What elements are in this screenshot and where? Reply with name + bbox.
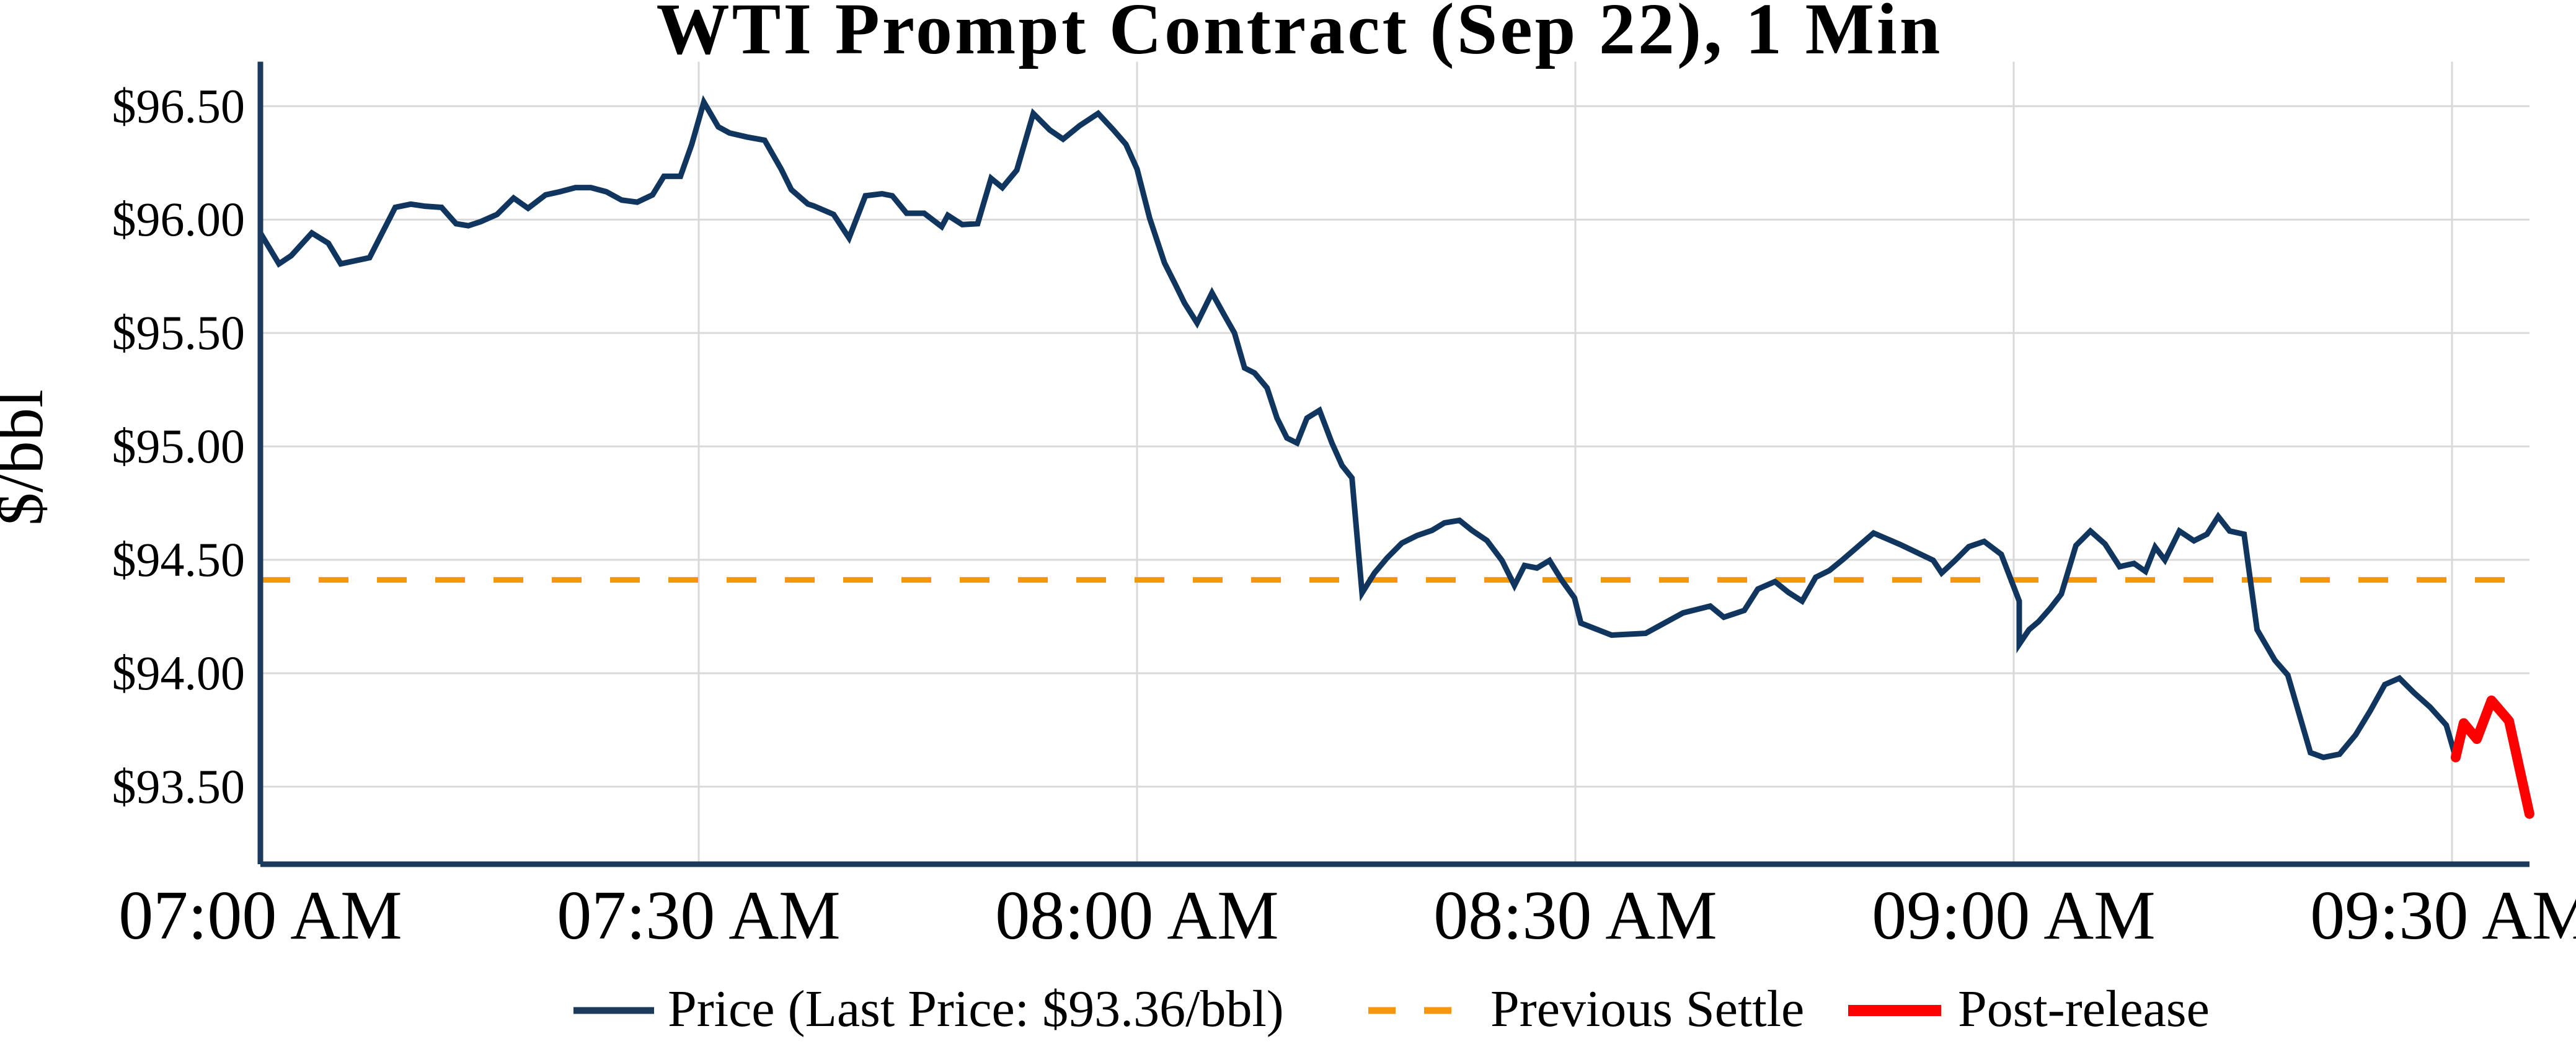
svg-text:$96.50: $96.50 xyxy=(112,79,246,133)
svg-text:$95.50: $95.50 xyxy=(112,306,246,360)
svg-text:Post-release: Post-release xyxy=(1958,980,2210,1038)
svg-text:$94.00: $94.00 xyxy=(112,646,246,700)
svg-text:WTI Prompt Contract (Sep 22),: WTI Prompt Contract (Sep 22), 1 Min xyxy=(657,0,1943,69)
svg-text:08:30 AM: 08:30 AM xyxy=(1433,877,1717,954)
svg-text:09:30 AM: 09:30 AM xyxy=(2310,877,2576,954)
svg-text:$94.50: $94.50 xyxy=(112,533,246,586)
svg-text:$93.50: $93.50 xyxy=(112,759,246,813)
svg-text:Previous Settle: Previous Settle xyxy=(1490,980,1804,1038)
svg-text:$/bbl: $/bbl xyxy=(0,389,57,526)
svg-text:07:30 AM: 07:30 AM xyxy=(557,877,840,954)
svg-text:Price (Last Price: $93.36/bbl): Price (Last Price: $93.36/bbl) xyxy=(668,980,1284,1038)
svg-text:08:00 AM: 08:00 AM xyxy=(995,877,1278,954)
svg-text:09:00 AM: 09:00 AM xyxy=(1872,877,2155,954)
svg-text:$95.00: $95.00 xyxy=(112,419,246,473)
svg-text:$96.00: $96.00 xyxy=(112,192,246,246)
svg-text:07:00 AM: 07:00 AM xyxy=(118,877,402,954)
